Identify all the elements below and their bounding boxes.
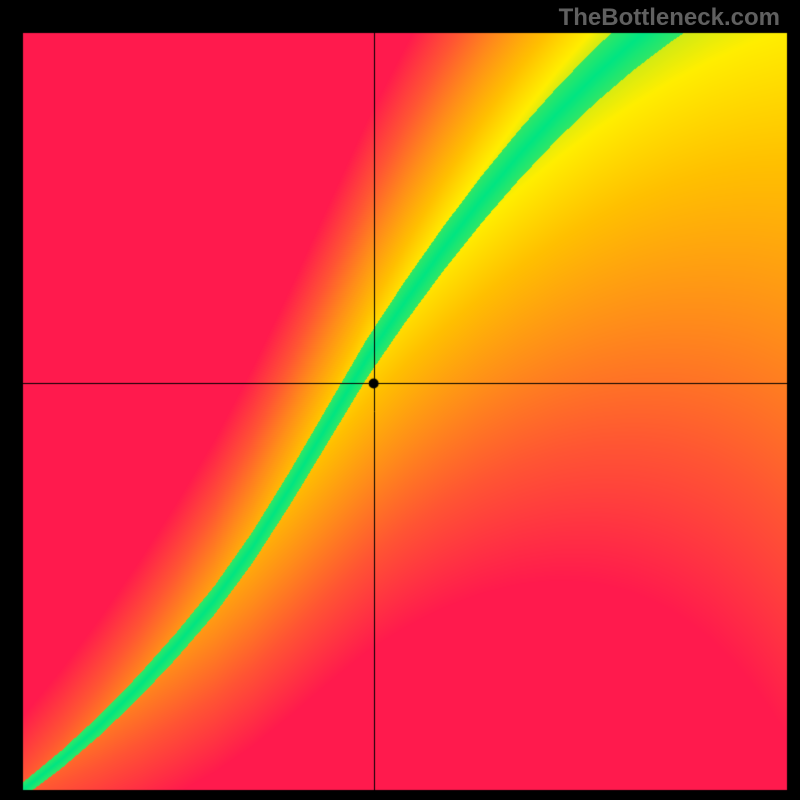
chart-container: TheBottleneck.com — [0, 0, 800, 800]
bottleneck-heatmap — [0, 0, 800, 800]
watermark-text: TheBottleneck.com — [559, 4, 780, 32]
